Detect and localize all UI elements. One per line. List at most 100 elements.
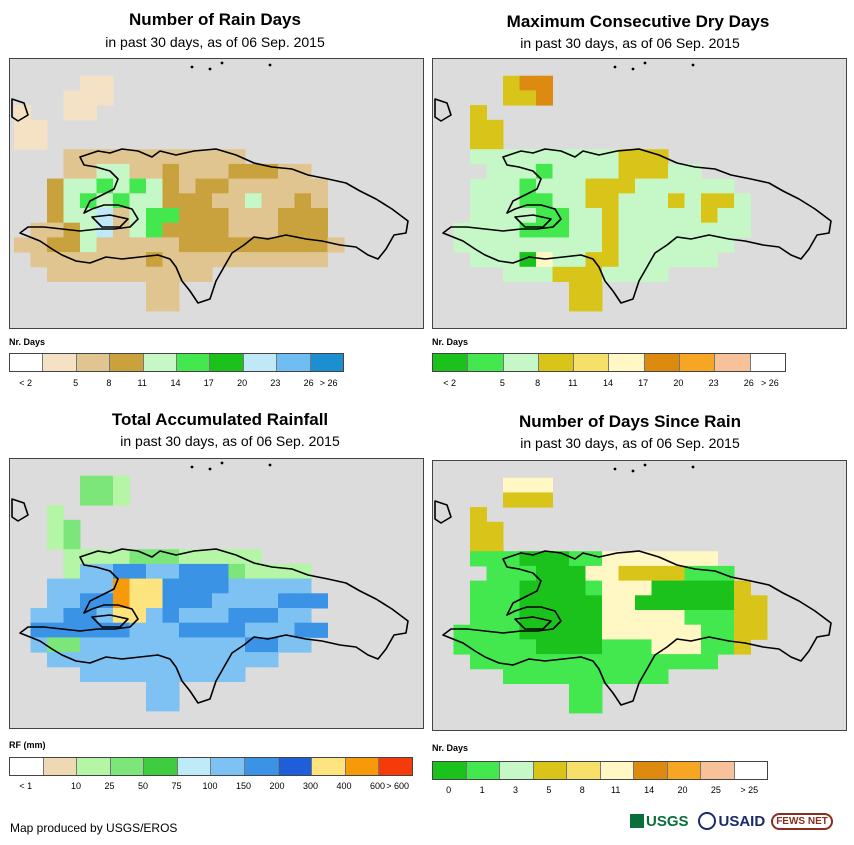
legend-swatch [110, 758, 145, 775]
legend-tick-label: 400 [336, 781, 352, 791]
grid-cell [470, 595, 487, 611]
grid-cell [179, 222, 196, 238]
grid-cell [228, 593, 246, 609]
grid-cell [635, 193, 652, 209]
grid-cell [30, 637, 48, 653]
grid-cell [278, 178, 295, 194]
legend-swatch [210, 354, 244, 371]
grid-cell [684, 580, 702, 596]
grid-cell [486, 639, 504, 655]
grid-cell [228, 208, 246, 224]
grid-cell [129, 178, 147, 194]
grid-cell [80, 178, 97, 194]
grid-cell [519, 266, 537, 282]
grid-cell [552, 595, 570, 611]
legend-tick-label: 14 [602, 378, 614, 388]
grid-cell [228, 193, 246, 209]
grid-cell [453, 237, 471, 253]
panel-1-title: Number of Rain Days [129, 10, 301, 29]
grid-cell [734, 193, 751, 209]
grid-cell [602, 252, 619, 268]
grid-cell [195, 593, 213, 609]
grid-cell [536, 266, 553, 282]
grid-cell [519, 90, 537, 106]
grid-cell [602, 624, 619, 640]
panel-2-coastline [434, 61, 832, 304]
grid-cell [585, 580, 603, 596]
islet-dot [691, 63, 695, 67]
grid-cell [569, 296, 586, 312]
grid-cell [519, 639, 537, 655]
grid-cell [470, 208, 487, 224]
legend-swatch [243, 354, 278, 371]
panel-2-map [432, 58, 847, 329]
grid-cell [503, 668, 520, 684]
legend-swatch [245, 758, 279, 775]
grid-cell [261, 593, 279, 609]
grid-cell [635, 252, 652, 268]
grid-cell [651, 668, 669, 684]
grid-cell [195, 652, 213, 668]
grid-cell [635, 178, 652, 194]
grid-cell [519, 178, 537, 194]
grid-cell [635, 595, 652, 611]
grid-cell [278, 193, 295, 209]
grid-cell [47, 266, 64, 282]
grid-cell [278, 578, 295, 594]
grid-cell [585, 208, 603, 224]
grid-cell [618, 668, 636, 684]
grid-cell [668, 178, 685, 194]
grid-cell [668, 654, 685, 670]
grid-cell [14, 237, 31, 253]
grid-cell [162, 281, 180, 297]
grid-cell [294, 578, 312, 594]
legend-swatch [433, 354, 469, 371]
panel-2-grid [453, 75, 751, 312]
grid-cell [261, 608, 279, 624]
grid-cell [486, 208, 504, 224]
grid-cell [602, 208, 619, 224]
grid-cell [635, 565, 652, 582]
grid-cell [245, 563, 262, 580]
grid-cell [470, 105, 487, 121]
grid-cell [129, 222, 147, 238]
grid-cell [701, 193, 718, 209]
grid-cell [668, 208, 685, 224]
grid-cell [80, 252, 97, 268]
panel-1-legend-ticks: < 2 5 8 11 14 17 20 23 26 > 26 [9, 378, 342, 390]
grid-cell [30, 252, 48, 268]
grid-cell [486, 580, 504, 596]
grid-cell [327, 237, 345, 253]
grid-cell [651, 208, 669, 224]
panel-4-legend-ticks: 0 1 3 5 8 11 14 20 25 > 25 [432, 785, 766, 797]
legend-tick-label: 8 [579, 785, 585, 795]
grid-cell [569, 698, 586, 714]
grid-cell [503, 565, 520, 582]
grid-cell [80, 237, 97, 253]
grid-cell [228, 222, 246, 238]
grid-cell [96, 90, 114, 106]
grid-cell [212, 549, 229, 565]
grid-cell [14, 134, 31, 150]
grid-cell [113, 163, 130, 180]
grid-cell [635, 580, 652, 596]
legend-swatch [533, 762, 567, 779]
grid-cell [261, 193, 279, 209]
grid-cell [162, 193, 180, 209]
grid-cell [146, 296, 163, 312]
grid-cell [162, 578, 180, 594]
grid-cell [96, 490, 114, 506]
grid-cell [701, 252, 718, 268]
grid-cell [536, 237, 553, 253]
grid-cell [212, 622, 229, 638]
grid-cell [552, 266, 570, 282]
legend-tick-label: 600 [369, 781, 386, 791]
grid-cell [618, 580, 636, 596]
legend-swatch [433, 762, 467, 779]
grid-cell [519, 252, 537, 268]
grid-cell [486, 134, 504, 150]
grid-cell [63, 105, 81, 121]
grid-cell [717, 178, 735, 194]
grid-cell [146, 163, 163, 180]
grid-cell [212, 222, 229, 238]
